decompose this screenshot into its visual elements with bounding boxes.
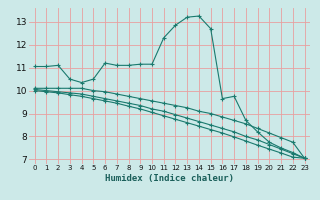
X-axis label: Humidex (Indice chaleur): Humidex (Indice chaleur): [105, 174, 234, 183]
